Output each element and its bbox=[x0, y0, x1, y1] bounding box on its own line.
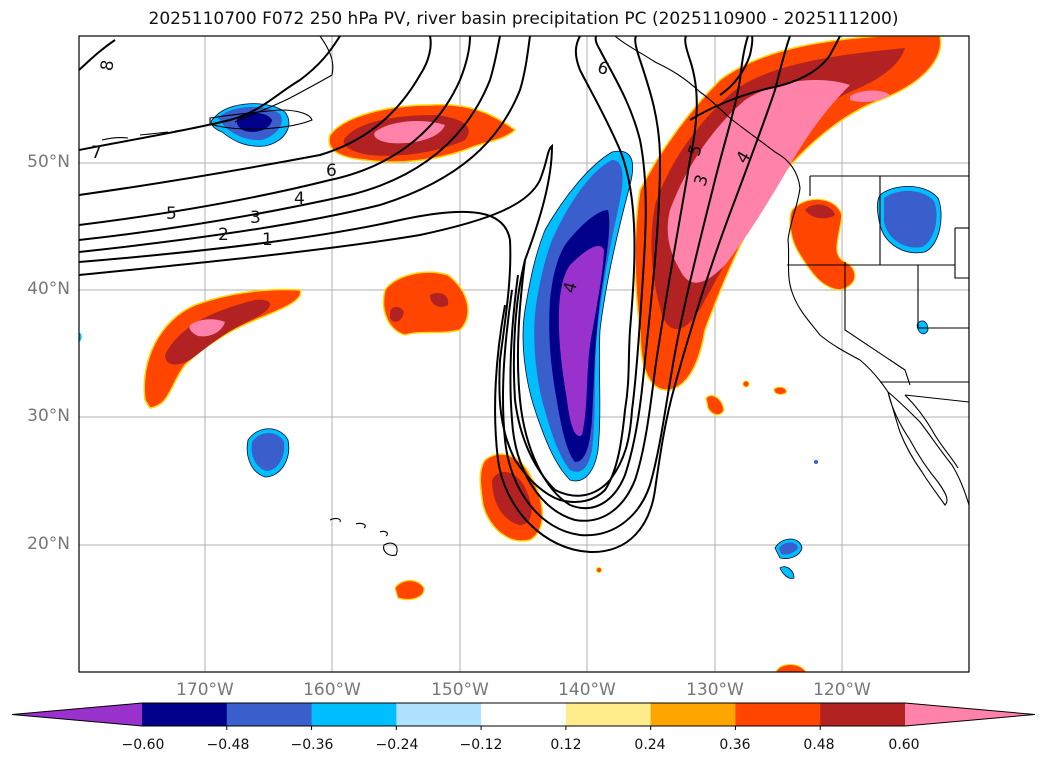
colorbar bbox=[11, 702, 1036, 730]
precip-central-west bbox=[143, 288, 302, 409]
lat-label: 40°N bbox=[27, 279, 70, 299]
colorbar-segment bbox=[820, 703, 906, 726]
colorbar-outline bbox=[11, 702, 1036, 727]
precip-negative-areas bbox=[79, 103, 942, 579]
colorbar-segment bbox=[650, 703, 736, 726]
contour-label: 6 bbox=[326, 161, 337, 181]
colorbar-extend-low bbox=[12, 703, 142, 726]
lon-label: 160°W bbox=[303, 680, 361, 700]
lon-label: 170°W bbox=[176, 680, 234, 700]
contour-label: 2 bbox=[218, 225, 229, 245]
map-title: 2025110700 F072 250 hPa PV, river basin … bbox=[148, 9, 899, 29]
lon-label: 120°W bbox=[813, 680, 871, 700]
colorbar-tick-label: 0.48 bbox=[803, 737, 835, 753]
precip-central-mid bbox=[382, 271, 469, 336]
lon-label: 130°W bbox=[686, 680, 744, 700]
colorbar-tick-label: 0.36 bbox=[719, 737, 751, 753]
pv-contours bbox=[79, 36, 841, 554]
colorbar-tick-label: 0.24 bbox=[634, 737, 666, 753]
colorbar-segment bbox=[735, 703, 821, 726]
colorbar-segment bbox=[565, 703, 652, 726]
colorbar-tick-label: −0.48 bbox=[206, 737, 250, 753]
lat-label: 20°N bbox=[27, 534, 70, 554]
lon-label: 150°W bbox=[431, 680, 489, 700]
contour-label: 4 bbox=[560, 280, 582, 296]
colorbar-tick-label: −0.12 bbox=[459, 737, 503, 753]
colorbar-tick-label: −0.36 bbox=[290, 737, 334, 753]
colorbar-segment bbox=[481, 703, 567, 726]
lat-label: 50°N bbox=[27, 152, 70, 172]
lat-label: 30°N bbox=[27, 406, 70, 426]
contour-label: 1 bbox=[262, 230, 273, 250]
coastlines bbox=[101, 36, 969, 556]
colorbar-segment bbox=[142, 703, 228, 726]
colorbar-tick-label: −0.60 bbox=[121, 737, 165, 753]
contour-label: 4 bbox=[294, 189, 305, 209]
colorbar-tick-label: −0.24 bbox=[375, 737, 419, 753]
colorbar-tick-label: 0.12 bbox=[550, 737, 582, 753]
colorbar-segment bbox=[311, 703, 397, 726]
contour-label: 8 bbox=[97, 59, 119, 73]
colorbar-segment bbox=[226, 703, 313, 726]
map-frame bbox=[78, 35, 970, 673]
lon-label: 140°W bbox=[558, 680, 616, 700]
colorbar-segment bbox=[396, 703, 482, 726]
contour-label: 7 bbox=[91, 143, 102, 163]
contour-label: 5 bbox=[166, 204, 177, 224]
colorbar-extend-high bbox=[905, 703, 1035, 726]
colorbar-tick-label: 0.60 bbox=[888, 737, 920, 753]
contour-label: 3 bbox=[250, 208, 261, 228]
